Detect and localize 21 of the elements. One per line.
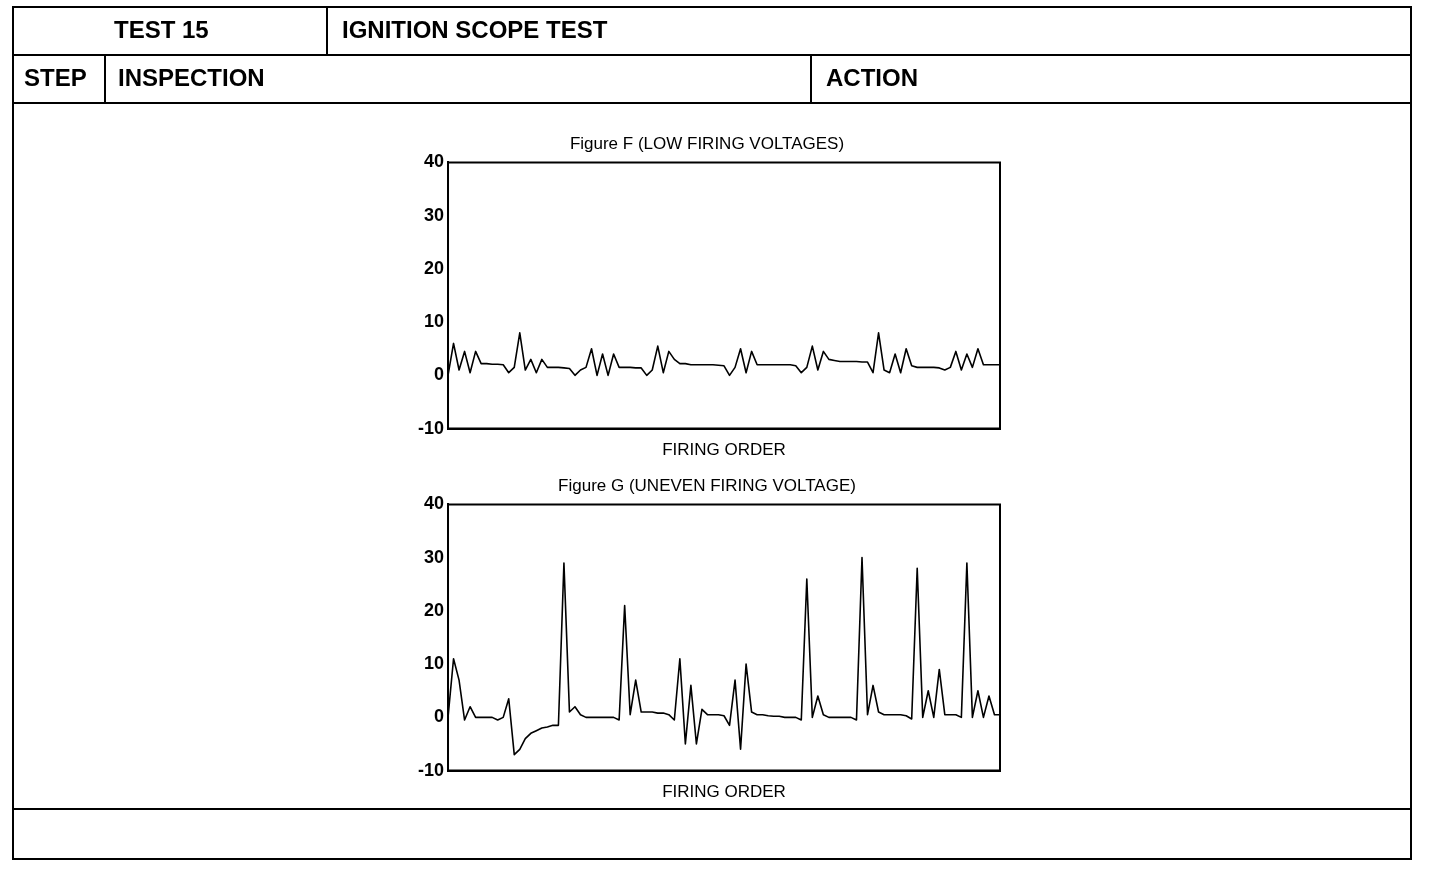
text: ACTION <box>825 63 919 93</box>
y-tick-label: 30 <box>423 546 445 567</box>
y-tick-label: 0 <box>434 706 445 727</box>
text: INSPECTION <box>106 56 812 102</box>
y-tick-label: 40 <box>423 151 445 172</box>
y-tick-label: 40 <box>423 493 445 514</box>
y-tick-label: 10 <box>423 653 445 674</box>
y-tick-label: 20 <box>423 599 445 620</box>
y-tick-label: 10 <box>423 311 445 332</box>
chart-title: Figure F (LOW FIRING VOLTAGES) <box>569 133 845 153</box>
x-axis-title: FIRING ORDER <box>662 440 786 460</box>
y-tick-label: 20 <box>423 257 445 278</box>
text: TEST 15 <box>14 8 328 54</box>
chart-title: Figure G (UNEVEN FIRING VOLTAGE) <box>558 475 856 495</box>
y-tick-label: 30 <box>423 204 445 225</box>
y-tick-label: -10 <box>418 759 445 780</box>
y-tick-label: -10 <box>418 417 445 438</box>
x-axis-title: FIRING ORDER <box>662 782 786 802</box>
text: STEP <box>14 56 106 102</box>
y-tick-label: 0 <box>434 364 445 385</box>
text: IGNITION SCOPE TEST <box>341 15 609 45</box>
